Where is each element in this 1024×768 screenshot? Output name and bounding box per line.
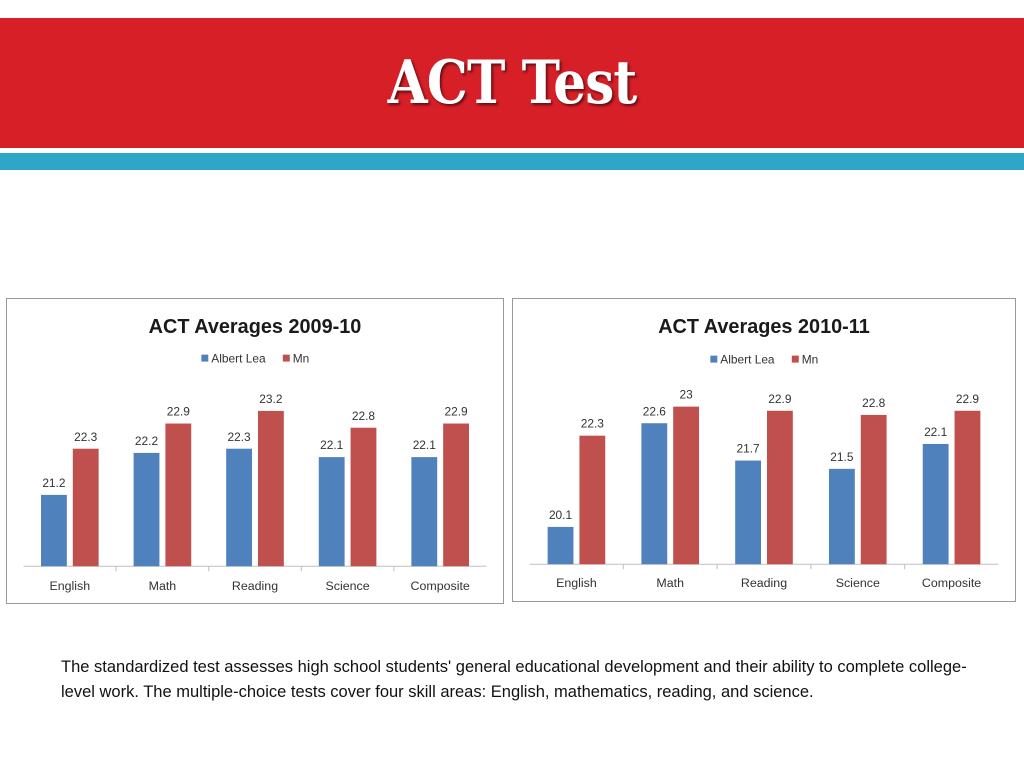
chart1-data-label-1-1: 22.9 [167,405,191,419]
chart1-bar-0-4 [411,457,438,567]
chart-2009-10: ACT Averages 2009-10 Albert Lea Mn English 2… [6,298,504,604]
chart2-bar-1-3 [860,414,887,565]
chart2-tick-label-4: Composite [922,576,981,590]
chart1-data-label-0-1: 22.2 [135,434,159,448]
chart2-data-label-0-3: 21.5 [830,450,854,464]
chart1-data-label-0-4: 22.1 [413,438,437,452]
chart1-tick-label-2: Reading [232,579,278,593]
chart1-data-label-0-0: 21.2 [42,476,66,490]
chart1-title: ACT Averages 2009-10 [149,316,362,338]
chart2-data-label-0-2: 21.7 [737,442,761,456]
chart1-tick-label-4: Composite [411,579,470,593]
chart2-data-label-1-2: 22.9 [768,392,792,406]
chart2-data-label-0-0: 20.1 [549,508,573,522]
chart2-bar-0-4 [922,443,949,565]
chart1-tick-label-1: Math [149,579,177,593]
chart2-data-label-1-0: 22.3 [581,417,605,431]
chart2-data-label-0-1: 22.6 [643,404,667,418]
chart2-data-label-1-1: 23 [679,388,693,402]
chart2-title: ACT Averages 2010-11 [658,316,870,338]
chart1-bar-0-3 [318,457,345,567]
chart2-bar-0-1 [641,423,668,565]
chart1-tick-label-3: Science [326,579,370,593]
chart1-bar-1-3 [350,427,377,567]
chart1-bar-0-2 [226,448,253,567]
chart2-tick-label-2: Reading [741,576,787,590]
chart1-bar-0-1 [133,452,160,567]
chart2-legend-label-0: Albert Lea [720,353,775,367]
chart1-legend-label-0: Albert Lea [211,352,266,366]
chart2-data-label-1-4: 22.9 [956,392,980,406]
chart2-data-label-1-3: 22.8 [862,396,886,410]
chart-2010-11-svg: ACT Averages 2010-11 Albert Lea Mn English 2… [529,316,999,590]
chart2-bar-1-2 [766,410,793,565]
chart2-bar-1-0 [579,435,606,565]
chart1-legend-label-1: Mn [293,352,310,366]
chart1-bar-1-4 [443,423,469,567]
chart2-bar-1-1 [673,406,700,565]
slide-description: The standardized test assesses high scho… [61,658,967,701]
accent-bar [0,153,1024,170]
chart1-bar-1-1 [165,423,192,567]
chart2-legend-swatch-0 [710,355,718,363]
chart2-tick-label-1: Math [656,576,684,590]
chart1-data-label-1-2: 23.2 [259,392,283,406]
chart1-data-label-0-2: 22.3 [228,430,252,444]
chart1-data-label-1-4: 22.9 [444,405,468,419]
chart1-bar-0-0 [41,494,67,567]
chart2-legend-swatch-1 [791,355,799,363]
slide-title: ACT Test [387,48,638,118]
chart2-tick-label-0: English [556,576,597,590]
title-bar [0,18,1024,148]
chart2-bar-0-0 [547,526,574,565]
chart1-data-label-0-3: 22.1 [320,438,344,452]
chart2-bar-0-2 [735,460,762,565]
chart1-bar-1-0 [72,448,99,567]
chart1-data-label-1-3: 22.8 [352,409,376,423]
chart2-bar-0-3 [828,468,855,565]
chart2-legend-label-1: Mn [802,353,819,367]
chart1-bar-1-2 [257,410,284,567]
chart-2010-11: ACT Averages 2010-11 Albert Lea Mn English 2… [512,298,1016,602]
chart1-data-label-1-0: 22.3 [74,430,98,444]
chart1-legend-swatch-1 [282,354,290,362]
chart2-bar-1-4 [954,410,981,565]
chart2-data-label-0-4: 22.1 [924,425,948,439]
chart1-legend-swatch-0 [201,354,209,362]
chart2-tick-label-3: Science [836,576,880,590]
chart-2009-10-svg: ACT Averages 2009-10 Albert Lea Mn English 2… [23,316,487,593]
chart1-tick-label-0: English [49,579,90,593]
